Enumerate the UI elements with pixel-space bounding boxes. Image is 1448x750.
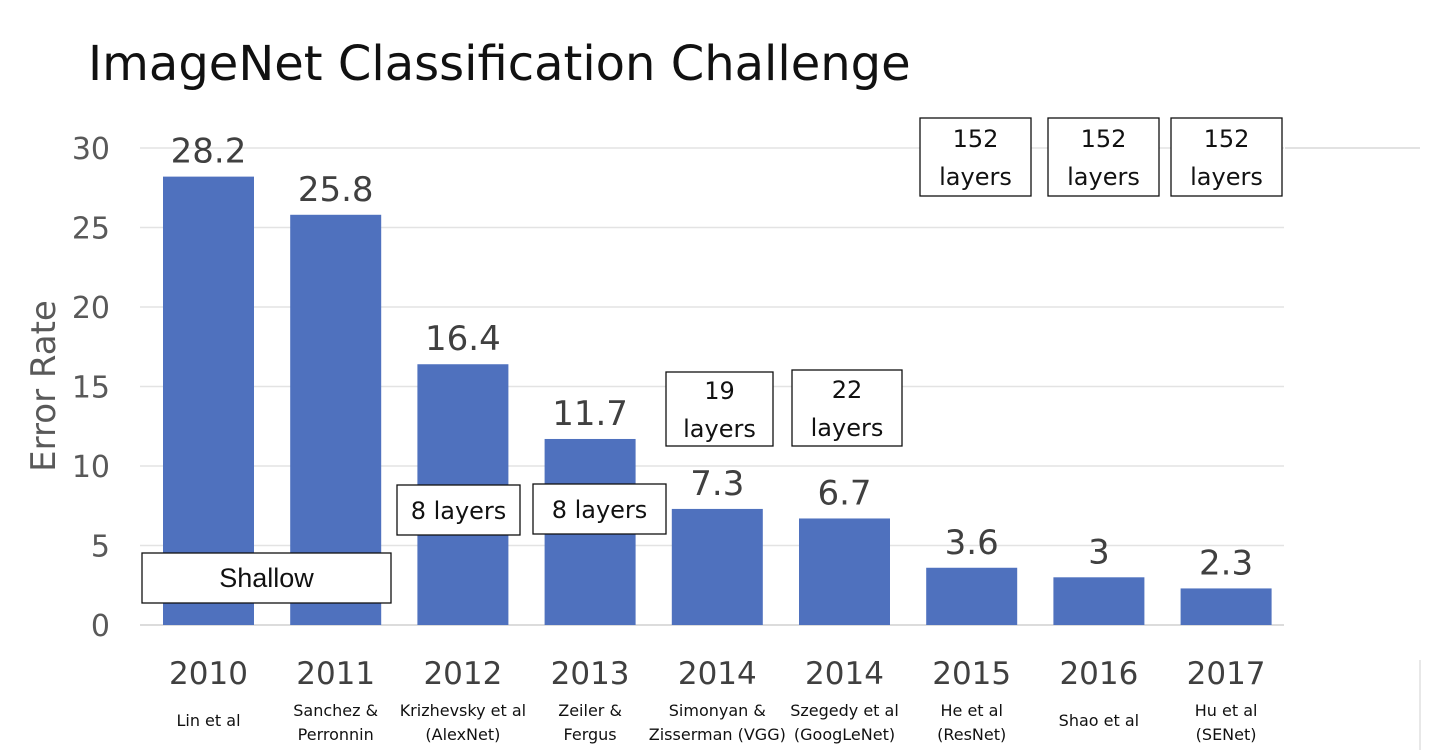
annotation-text: 152 (1081, 125, 1127, 153)
data-labels: 28.2 25.8 16.4 11.7 7.3 6.7 3.6 3 2.3 (171, 132, 1253, 584)
x-tick-author: (ResNet) (937, 725, 1006, 744)
x-tick-author: Szegedy et al (790, 701, 899, 720)
annotation-box-frame (791, 369, 903, 447)
y-axis-label: Error Rate (24, 300, 64, 472)
annotation-box: 8 layers (396, 484, 521, 536)
x-tick-author: (AlexNet) (425, 725, 500, 744)
annotation-text: layers (939, 163, 1012, 191)
data-label: 25.8 (298, 170, 374, 210)
annotation-text: layers (683, 415, 756, 443)
chart-title: ImageNet Classification Challenge (88, 36, 911, 92)
x-tick-year: 2017 (1187, 656, 1266, 692)
bar (926, 567, 1018, 625)
data-label: 7.3 (690, 464, 744, 504)
y-tick-label: 20 (72, 291, 110, 326)
annotation-box: 19 layers (665, 371, 774, 447)
y-tick-label: 30 (72, 132, 110, 167)
bar (1053, 577, 1145, 625)
x-tick-author: Krizhevsky et al (400, 701, 526, 720)
annotation-text: layers (811, 414, 884, 442)
x-tick-author: (GoogLeNet) (794, 725, 895, 744)
data-label: 28.2 (171, 132, 247, 172)
data-label: 3.6 (945, 523, 999, 563)
annotation-text: Shallow (219, 563, 314, 593)
x-tick-author: Lin et al (176, 711, 240, 730)
annotation-text: 8 layers (552, 496, 648, 524)
annotation-text: 22 (832, 376, 863, 404)
annotation-text: 19 (704, 377, 735, 405)
x-tick-author: He et al (940, 701, 1002, 720)
x-tick-author: Zisserman (VGG) (649, 725, 786, 744)
data-label: 6.7 (817, 473, 871, 513)
annotation-box: 152 layers (1170, 117, 1283, 197)
bar (799, 518, 890, 625)
y-tick-label: 0 (91, 609, 110, 644)
annotation-box-frame (919, 117, 1032, 197)
x-tick-year: 2014 (678, 656, 757, 692)
x-tick-year: 2011 (296, 656, 375, 692)
annotation-box: 152 layers (1047, 117, 1160, 197)
data-label: 16.4 (425, 319, 501, 359)
x-tick-author: Perronnin (298, 725, 374, 744)
annotation-box: 152 layers (919, 117, 1032, 197)
x-tick-author: Sanchez & (293, 701, 378, 720)
x-tick-author: (SENet) (1196, 725, 1257, 744)
x-tick-year: 2012 (423, 656, 502, 692)
annotation-box-frame (396, 484, 521, 536)
annotation-box-frame (1170, 117, 1283, 197)
x-tick-year: 2015 (932, 656, 1011, 692)
x-tick-author: Fergus (564, 725, 617, 744)
x-tick-year: 2014 (805, 656, 884, 692)
y-tick-label: 5 (91, 530, 110, 565)
data-label: 2.3 (1199, 543, 1253, 583)
data-label: 11.7 (552, 394, 628, 434)
x-tick-author: Zeiler & (558, 701, 622, 720)
annotation-text: layers (1067, 163, 1140, 191)
annotation-box-frame (141, 552, 392, 604)
y-tick-label: 25 (72, 212, 110, 247)
bar (163, 176, 254, 625)
x-axis: 2010 Lin et al 2011 Sanchez & Perronnin 2012 K… (169, 656, 1266, 744)
annotation-box: Shallow (141, 552, 392, 604)
annotation-box-frame (665, 371, 774, 447)
x-tick-year: 2016 (1059, 656, 1138, 692)
x-tick-author: Shao et al (1059, 711, 1139, 730)
y-axis: 0 5 10 15 20 25 30 (72, 132, 110, 644)
annotation-text: 152 (1204, 125, 1250, 153)
x-tick-year: 2010 (169, 656, 248, 692)
annotation-box: 8 layers (532, 483, 667, 535)
data-label: 3 (1088, 532, 1110, 572)
annotation-box: 22 layers (791, 369, 903, 447)
annotation-text: layers (1190, 163, 1263, 191)
y-tick-label: 15 (72, 371, 110, 406)
y-tick-label: 10 (72, 450, 110, 485)
annotation-text: 8 layers (411, 497, 507, 525)
bar (1180, 588, 1272, 625)
x-tick-author: Hu et al (1195, 701, 1258, 720)
annotation-text: 152 (953, 125, 999, 153)
bar (671, 508, 763, 625)
x-tick-year: 2013 (551, 656, 630, 692)
annotation-box-frame (1047, 117, 1160, 197)
annotation-box-frame (532, 483, 667, 535)
x-tick-author: Simonyan & (669, 701, 766, 720)
